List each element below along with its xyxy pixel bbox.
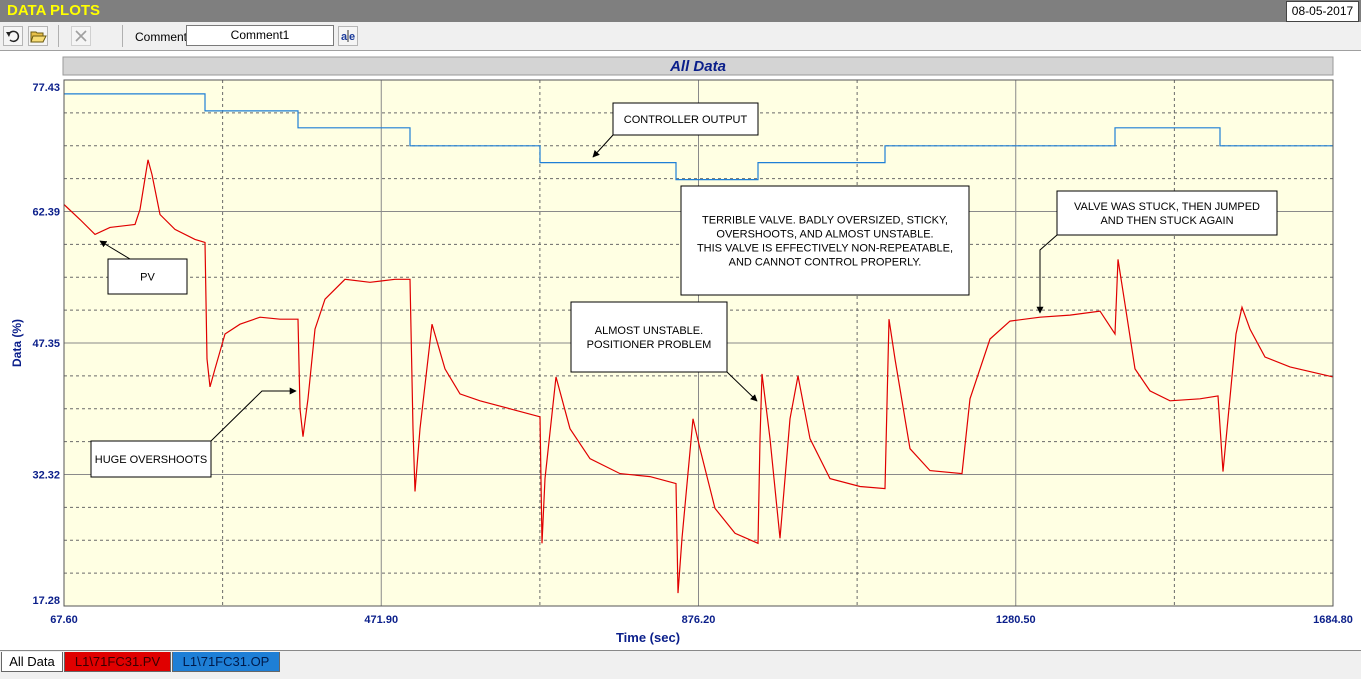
annotation-text: POSITIONER PROBLEM — [587, 339, 712, 351]
open-button[interactable] — [28, 26, 48, 46]
annotations: CONTROLLER OUTPUT PV HUGE OVERSHOOTS ALMOST… — [90, 102, 1278, 478]
comment-label: Comment — [135, 30, 188, 44]
annotation-arrow — [210, 387, 297, 442]
window-title: DATA PLOTS — [7, 2, 101, 19]
x-tick-label: 471.90 — [364, 614, 398, 626]
x-tick-label: 876.20 — [682, 614, 716, 626]
delete-icon — [75, 30, 87, 42]
annotation-text: VALVE WAS STUCK, THEN JUMPED — [1074, 201, 1260, 213]
chart-title-bar — [62, 56, 1334, 76]
annotation-text: OVERSHOOTS, AND ALMOST UNSTABLE. — [716, 229, 933, 241]
annotation-text: THIS VALVE IS EFFECTIVELY NON-REPEATABLE… — [697, 243, 953, 255]
date-display: 08-05-2017 — [1286, 1, 1359, 22]
series-line — [64, 93, 1333, 181]
y-axis-label: Data (%) — [10, 319, 24, 367]
undo-icon — [6, 30, 20, 43]
undo-button[interactable] — [3, 26, 23, 46]
annotation-box — [570, 301, 728, 373]
annotation-box — [612, 102, 759, 136]
svg-text:a: a — [341, 31, 348, 43]
y-tick-label: 77.43 — [32, 82, 60, 94]
svg-text:e: e — [349, 31, 355, 43]
chart-title: All Data — [669, 58, 726, 75]
chart: All Data 17.28 32.32 47.35 62.39 77.43 67.60 4… — [10, 56, 1353, 645]
tab-all-data[interactable]: All Data — [1, 652, 63, 672]
annotation-arrow — [592, 134, 614, 158]
annotation-text: TERRIBLE VALVE. BADLY OVERSIZED, STICKY, — [702, 215, 948, 227]
x-tick-label: 67.60 — [50, 614, 78, 626]
y-tick-label: 62.39 — [32, 207, 60, 219]
annotation-arrow — [1036, 234, 1058, 314]
annotation-box — [1056, 190, 1278, 236]
annotation-text: AND THEN STUCK AGAIN — [1100, 215, 1233, 227]
y-tick-label: 32.32 — [32, 469, 60, 481]
plot-border — [63, 79, 1334, 607]
annotation-arrow — [99, 240, 131, 260]
tab-bar: All Data L1\71FC31.PV L1\71FC31.OP — [0, 650, 1361, 679]
open-icon — [30, 31, 47, 43]
delete-button[interactable] — [71, 26, 91, 46]
annotation-text: CONTROLLER OUTPUT — [624, 114, 748, 126]
annotation-text: ALMOST UNSTABLE. — [595, 325, 703, 337]
annotation-text: PV — [140, 272, 155, 284]
y-tick-label: 47.35 — [32, 338, 60, 350]
annotation-box — [107, 258, 188, 295]
annotation-box — [90, 440, 212, 478]
tab-series[interactable]: L1\71FC31.PV — [64, 652, 171, 672]
annotation-arrow — [726, 371, 758, 402]
title-bar: DATA PLOTS 08-05-2017 — [0, 0, 1361, 22]
y-tick-label: 17.28 — [32, 595, 60, 607]
separator — [58, 25, 59, 47]
annotation-text: HUGE OVERSHOOTS — [95, 454, 207, 466]
comment-input[interactable]: Comment1 — [186, 25, 334, 46]
annotation-text: AND CANNOT CONTROL PROPERLY. — [729, 257, 922, 269]
series-line — [63, 159, 1334, 594]
x-axis-label: Time (sec) — [616, 630, 680, 645]
series-lines — [63, 93, 1334, 594]
tab-series[interactable]: L1\71FC31.OP — [172, 652, 280, 672]
annotation-box — [680, 185, 970, 296]
separator — [122, 25, 123, 47]
tick-labels: 17.28 32.32 47.35 62.39 77.43 67.60 471.90 876.… — [32, 82, 1352, 626]
x-tick-label: 1684.80 — [1313, 614, 1353, 626]
x-tick-label: 1280.50 — [996, 614, 1036, 626]
